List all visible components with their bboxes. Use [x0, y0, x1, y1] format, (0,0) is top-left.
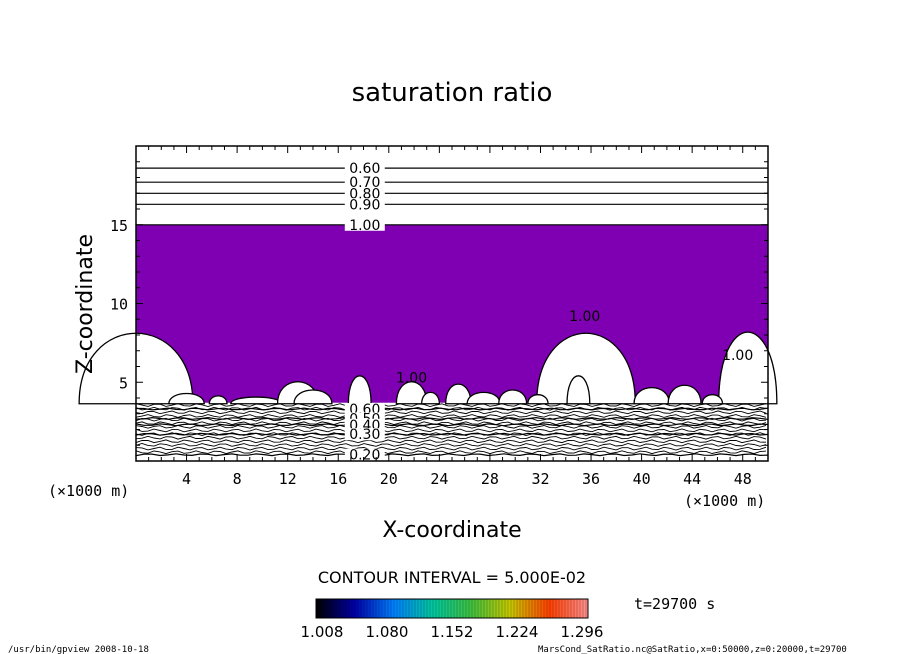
- boundary-layer-contour: [135, 406, 767, 411]
- contour-line-label: 0.30: [349, 427, 380, 443]
- colorbar-tick-label: 1.008: [301, 623, 344, 641]
- y-tick-label: 5: [119, 374, 128, 392]
- contour-line-label-bg: [344, 448, 385, 461]
- contour-inner-label: 1.00: [569, 309, 600, 325]
- x-tick-label: 12: [279, 470, 297, 488]
- colorbar-tick-label: 1.224: [496, 623, 539, 641]
- y-tick-label: 10: [110, 296, 128, 314]
- contour-line-label: 0.20: [349, 448, 380, 464]
- x-tick-label: 40: [633, 470, 651, 488]
- footer-right: MarsCond_SatRatio.nc@SatRatio,x=0:50000,…: [538, 645, 847, 654]
- contour-line: [135, 432, 769, 436]
- unsaturated-dome: [667, 384, 702, 405]
- contour-line-label: 0.70: [349, 175, 380, 191]
- unsaturated-dome: [566, 375, 591, 405]
- boundary-layer-contour: [135, 403, 767, 407]
- contour-line-label-bg: [344, 198, 385, 211]
- contour-line-label-bg: [344, 218, 385, 231]
- boundary-layer-contour: [135, 414, 767, 418]
- unsaturated-dome: [421, 391, 441, 405]
- boundary-layer-contour: [135, 446, 767, 451]
- x-tick-label: 44: [683, 470, 701, 488]
- x-tick-label: 32: [531, 470, 549, 488]
- boundary-layer-contour: [135, 439, 767, 444]
- boundary-layer-contour: [135, 410, 767, 415]
- unsaturated-dome: [347, 375, 372, 405]
- contour-line-label-bg: [344, 187, 385, 200]
- x-tick-label: 24: [430, 470, 448, 488]
- x-tick-label: 36: [582, 470, 600, 488]
- contour-interval: CONTOUR INTERVAL = 5.000E-02: [318, 568, 586, 587]
- x-axis-label: X-coordinate: [382, 518, 521, 543]
- boundary-layer-contour: [135, 450, 767, 455]
- unsaturated-dome: [498, 389, 528, 405]
- unsaturated-dome: [168, 392, 205, 405]
- y-axis-unit: (×1000 m): [48, 482, 129, 500]
- unsaturated-dome: [208, 395, 228, 405]
- plot-area: 0.600.700.800.901.000.600.500.400.300.20…: [78, 145, 778, 488]
- boundary-layer-contour: [135, 421, 767, 426]
- unsaturated-dome: [527, 394, 549, 405]
- x-tick-label: 28: [481, 470, 499, 488]
- x-tick-label: 20: [380, 470, 398, 488]
- contour-inner-label: 1.00: [722, 348, 753, 364]
- contour-line: [135, 416, 769, 421]
- x-tick-label: 16: [329, 470, 347, 488]
- contour-line-label-bg: [344, 162, 385, 175]
- chart-title: saturation ratio: [352, 78, 553, 108]
- contour-line: [135, 423, 769, 427]
- saturated-region: [136, 224, 768, 403]
- contour-line-label: 0.60: [349, 161, 380, 177]
- footer-left: /usr/bin/gpview 2008-10-18: [8, 645, 149, 654]
- x-tick-label: 48: [734, 470, 752, 488]
- boundary-layer-contour: [135, 428, 767, 433]
- colorbar-tick-label: 1.296: [561, 623, 604, 641]
- unsaturated-dome: [536, 332, 636, 405]
- colorbar-gradient: [315, 598, 589, 619]
- unsaturated-dome: [701, 394, 724, 405]
- y-tick-label: 15: [110, 217, 128, 235]
- contour-line-label: 0.90: [349, 197, 380, 213]
- unsaturated-dome: [293, 389, 333, 405]
- colorbar-tick-label: 1.080: [366, 623, 409, 641]
- contour-line-label-bg: [344, 403, 385, 416]
- contour-line-label-bg: [344, 176, 385, 189]
- time-label: t=29700 s: [634, 595, 715, 613]
- colorbar: 1.008 1.080 1.152 1.224 1.296: [301, 598, 604, 641]
- contour-line: [135, 407, 769, 411]
- contour-line: [135, 453, 769, 457]
- boundary-layer-contour: [135, 443, 767, 447]
- contour-line-label-bg: [344, 418, 385, 431]
- contour-line-label: 0.80: [349, 186, 380, 202]
- contour-line-label-bg: [344, 428, 385, 441]
- contour-line-label: 1.00: [349, 218, 380, 234]
- y-axis-label: Z-coordinate: [73, 234, 98, 374]
- contour-inner-label: 1.00: [396, 370, 427, 386]
- x-tick-label: 8: [233, 470, 242, 488]
- unsaturated-dome: [718, 331, 778, 405]
- boundary-layer-contour: [135, 435, 767, 440]
- colorbar-tick-label: 1.152: [431, 623, 474, 641]
- x-axis-unit: (×1000 m): [684, 492, 765, 510]
- x-tick-label: 4: [182, 470, 191, 488]
- boundary-layer-contour: [135, 424, 767, 429]
